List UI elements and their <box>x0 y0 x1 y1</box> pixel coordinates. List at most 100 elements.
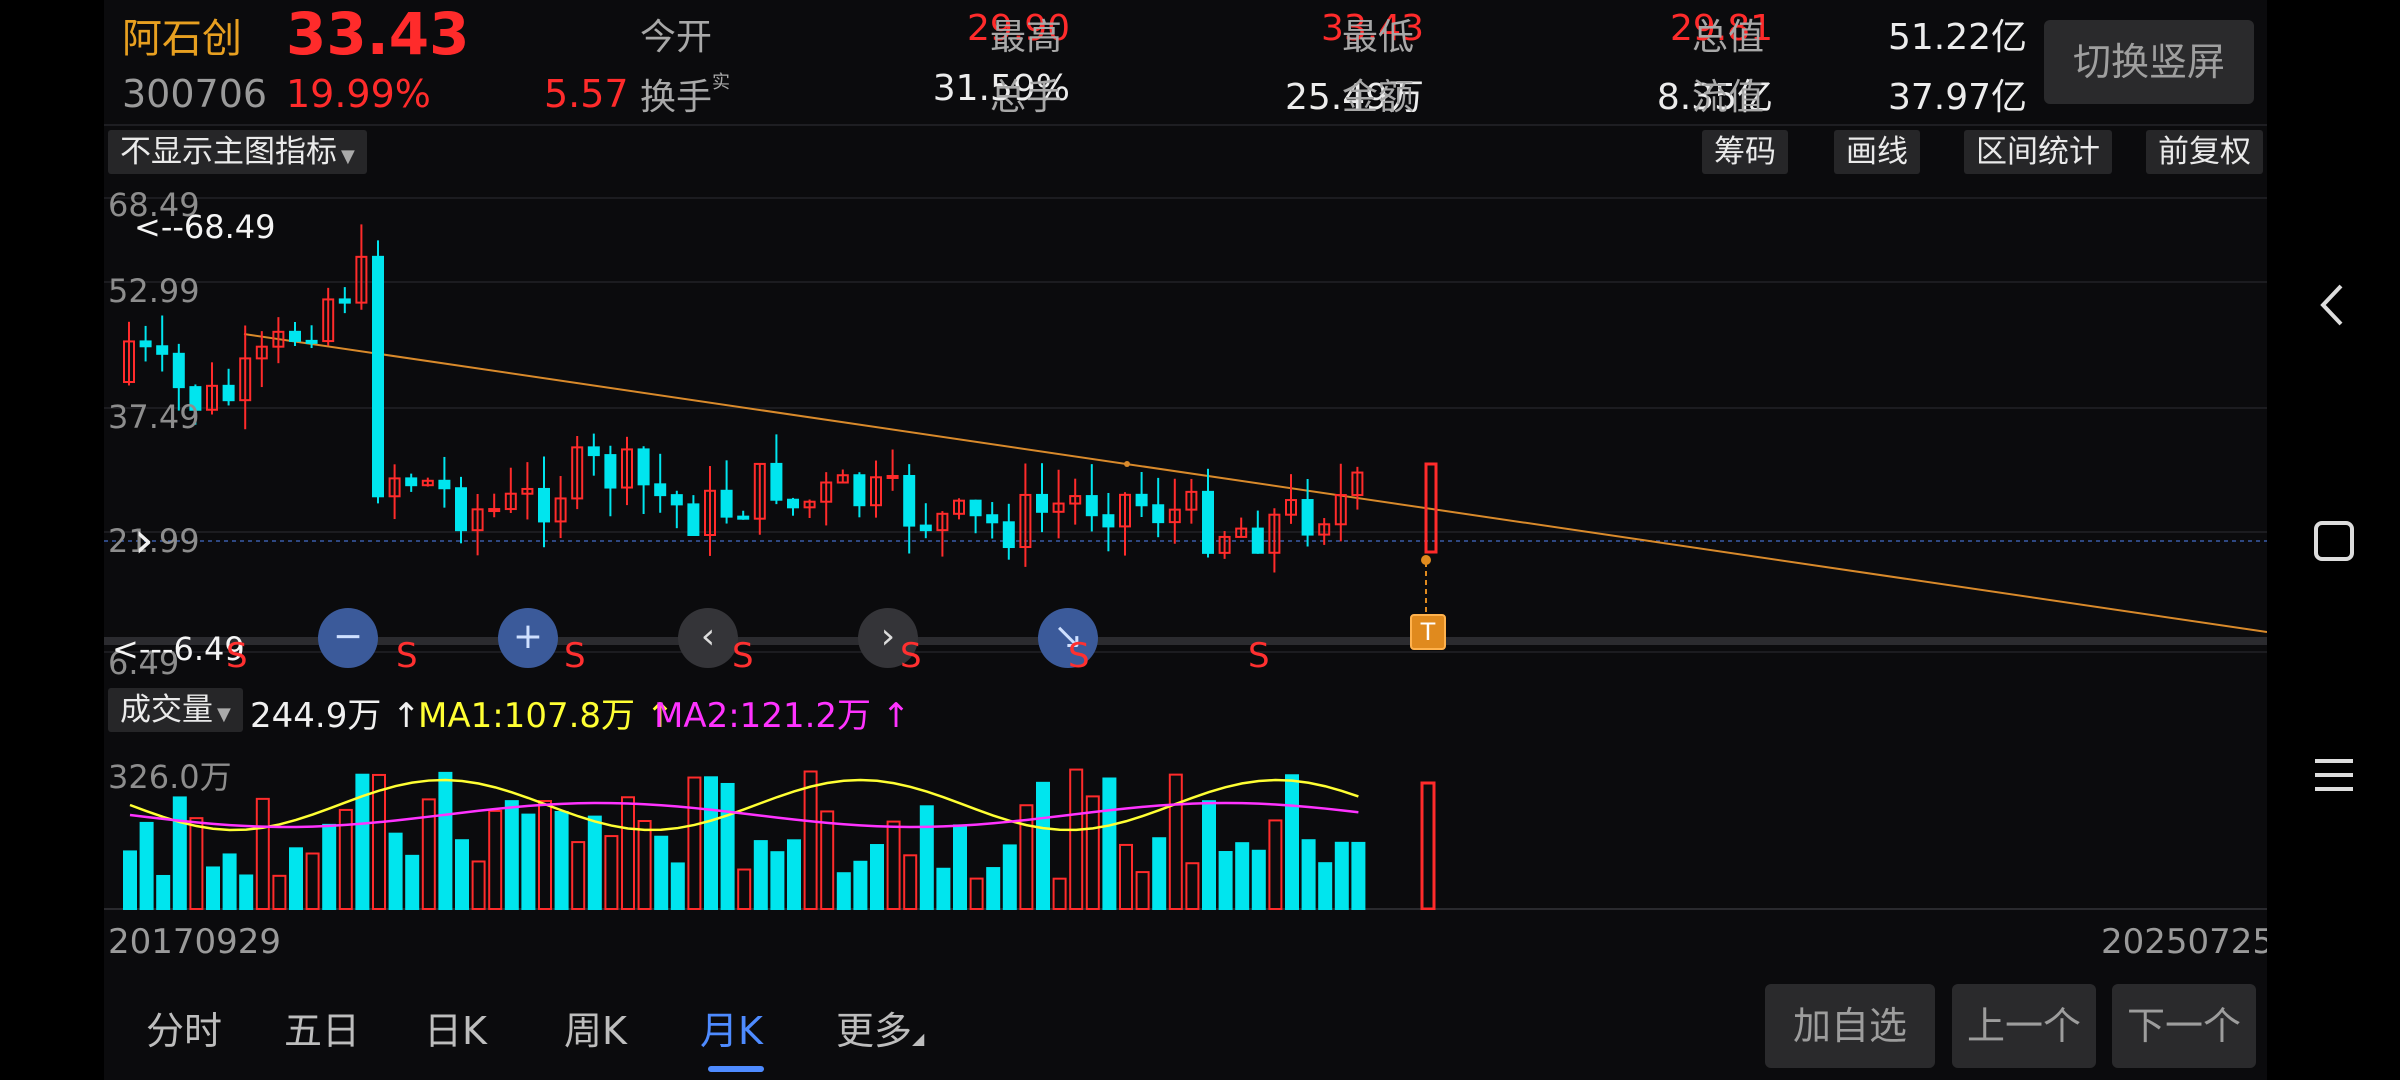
candle-body <box>189 386 202 411</box>
candle-body <box>521 487 534 495</box>
candle-body <box>571 446 584 500</box>
candle-body <box>886 474 899 479</box>
sell-signal-label: S <box>226 636 248 676</box>
volume-bar <box>289 847 303 910</box>
sell-signal-label: S <box>1248 636 1270 676</box>
candle-body <box>1135 493 1148 507</box>
candle-body <box>438 479 451 490</box>
price-axis-label: 37.49 <box>108 398 200 436</box>
start-date: 20170929 <box>108 922 282 962</box>
volume-bar <box>1119 843 1133 910</box>
volume-bar <box>239 874 254 910</box>
candle-body <box>903 474 916 527</box>
zoom-out-button[interactable]: − <box>318 608 378 668</box>
volume-bar <box>1036 781 1050 910</box>
kline-chart[interactable] <box>104 182 2267 680</box>
tab-weekly-k[interactable]: 周K <box>564 1009 627 1053</box>
volume-bar <box>355 773 370 910</box>
volume-indicator-select[interactable]: 成交量 ▼ <box>108 688 243 732</box>
volume-bar <box>521 813 536 910</box>
volume-bar <box>670 862 685 910</box>
volume-bar <box>172 796 187 910</box>
candle-body <box>1168 508 1181 524</box>
volume-bar <box>853 860 868 910</box>
reset-view-button[interactable]: ↘ <box>1038 608 1098 668</box>
volume-bar <box>886 820 901 910</box>
volume-bar <box>1251 849 1266 910</box>
recents-icon[interactable] <box>2309 516 2359 566</box>
candle-body <box>986 514 999 524</box>
volume-value: 244.9万 ↑ <box>250 696 421 736</box>
candle-body <box>737 515 750 520</box>
menu-icon[interactable] <box>2309 750 2359 800</box>
field-value-volume: 25.49万 <box>1284 77 1424 118</box>
add-watchlist-button[interactable]: 加自选 <box>1765 984 1935 1068</box>
realtime-superscript: 实 <box>712 72 731 93</box>
collapse-arrow-icon[interactable]: › <box>134 511 154 569</box>
draw-line-button[interactable]: 画线 <box>1834 130 1920 174</box>
switch-portrait-button[interactable]: 切换竖屏 <box>2044 20 2254 104</box>
forward-adjust-button[interactable]: 前复权 <box>2146 130 2263 174</box>
candle-body <box>969 499 982 517</box>
back-icon[interactable] <box>2309 280 2359 330</box>
up-arrow-icon: ↑ <box>392 696 421 736</box>
volume-bar <box>1334 841 1349 910</box>
field-label-total-value: 总值 <box>1692 17 1765 58</box>
candle-body <box>770 462 783 501</box>
tab-intraday[interactable]: 分时 <box>146 1009 223 1053</box>
previous-stock-button[interactable]: 上一个 <box>1952 984 2096 1068</box>
candle-body <box>471 508 484 532</box>
min-price-marker: <---6.49 <box>112 630 245 668</box>
field-value-open: 29.90 <box>966 8 1070 49</box>
candle-body <box>1069 495 1082 505</box>
field-value-amount: 8.35亿 <box>1656 77 1773 118</box>
volume-bar <box>587 815 602 910</box>
candle-body <box>637 448 650 486</box>
tab-five-day[interactable]: 五日 <box>284 1009 361 1053</box>
volume-scale-label: 326.0万 <box>108 758 232 796</box>
system-nav-bar <box>2267 0 2400 1080</box>
volume-bar <box>1185 862 1200 910</box>
candle-body <box>421 479 434 487</box>
candle-body <box>1019 493 1032 549</box>
volume-bar <box>471 860 486 910</box>
price-axis-label: 52.99 <box>108 272 200 310</box>
scroll-right-button[interactable]: › <box>858 608 918 668</box>
volume-bar <box>338 808 353 910</box>
candle-body <box>1285 499 1297 516</box>
candle-body <box>156 345 169 355</box>
volume-bar <box>1002 844 1017 910</box>
candle-body <box>853 474 866 507</box>
sell-signal-label: S <box>564 636 586 676</box>
zoom-in-button[interactable]: + <box>498 608 558 668</box>
volume-bar <box>704 776 718 910</box>
scroll-track <box>104 637 2267 645</box>
volume-bar <box>1019 804 1034 910</box>
candle-body <box>305 339 318 344</box>
candle-body <box>820 481 833 503</box>
volume-chart[interactable] <box>104 735 2267 910</box>
tab-daily-k[interactable]: 日K <box>424 1009 487 1053</box>
active-tab-indicator <box>708 1066 764 1072</box>
volume-bar <box>272 874 287 910</box>
chips-button[interactable]: 筹码 <box>1702 130 1788 174</box>
candle-body <box>272 330 285 348</box>
main-indicator-select[interactable]: 不显示主图指标 ▼ <box>108 130 367 174</box>
candle-body <box>554 497 567 523</box>
trade-t-marker[interactable]: T <box>1410 614 1446 650</box>
candle-body <box>587 446 600 457</box>
volume-bar <box>1152 837 1167 910</box>
range-stats-button[interactable]: 区间统计 <box>1964 130 2112 174</box>
candle-body <box>139 340 152 348</box>
next-stock-button[interactable]: 下一个 <box>2112 984 2256 1068</box>
volume-bar <box>1102 777 1117 910</box>
candle-body <box>222 384 235 402</box>
field-value-total-value: 51.22亿 <box>1887 17 2027 58</box>
volume-bar <box>687 776 702 910</box>
tab-more[interactable]: 更多◢ <box>836 1009 925 1053</box>
scroll-left-button[interactable]: ‹ <box>678 608 738 668</box>
stock-name: 阿石创 <box>122 16 242 62</box>
candle-body <box>405 477 418 487</box>
candle-body <box>704 489 716 537</box>
tab-monthly-k[interactable]: 月K <box>700 1009 763 1053</box>
